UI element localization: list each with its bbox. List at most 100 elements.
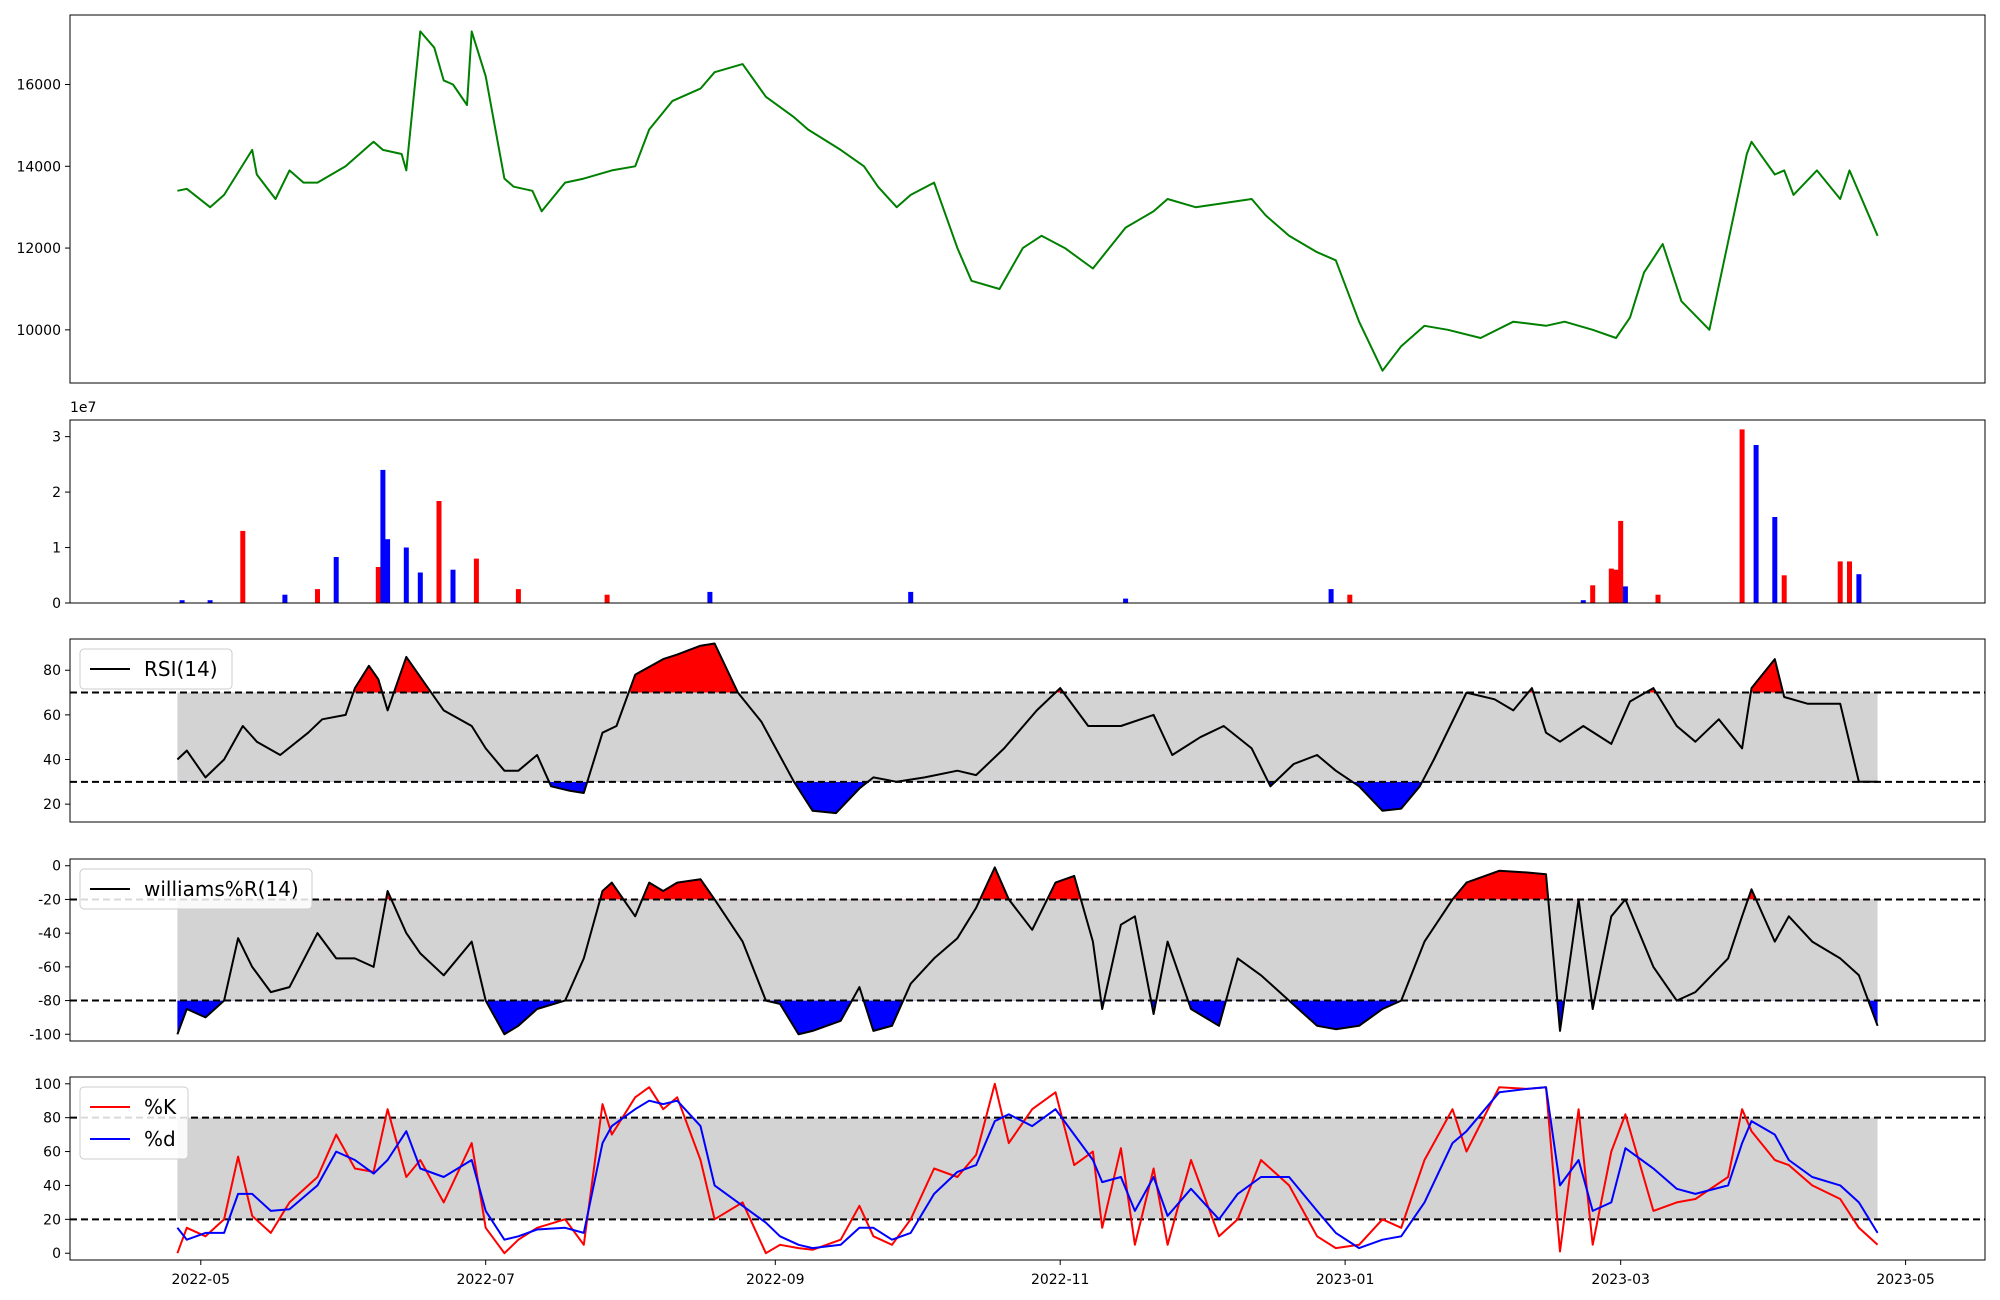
volume-bar — [1847, 561, 1852, 603]
price-frame — [69, 14, 1986, 384]
price-ytick-label: 14000 — [16, 159, 61, 175]
rsi-legend-label: RSI(14) — [144, 657, 218, 681]
volume-bar — [450, 569, 456, 603]
volume-bar — [1837, 561, 1843, 603]
volume-bar — [240, 530, 246, 603]
stochastic-ytick-label: 20 — [43, 1212, 61, 1228]
volume-bar — [1590, 585, 1596, 603]
williams-ytick-label: -40 — [38, 926, 61, 942]
volume-bar — [1123, 598, 1129, 603]
volume-bar — [207, 600, 213, 603]
xtick-label: 2022-09 — [746, 1272, 805, 1288]
price-ytick-label: 12000 — [16, 241, 61, 257]
volume-ytick-label: 3 — [52, 430, 61, 446]
xtick-label: 2022-05 — [172, 1272, 231, 1288]
volume-bar — [380, 469, 386, 603]
volume-bar — [473, 558, 479, 603]
volume-bar — [1608, 568, 1614, 603]
volume-bar — [707, 591, 713, 603]
volume-bar — [1655, 594, 1661, 603]
rsi-neutral-band — [177, 692, 1878, 782]
xtick-label: 2023-03 — [1591, 1272, 1650, 1288]
rsi-ytick-label: 40 — [43, 753, 61, 769]
rsi-ytick-label: 80 — [43, 663, 61, 679]
volume-bar — [908, 591, 914, 603]
volume-bar — [1739, 429, 1745, 603]
rsi-overbought-fill — [353, 643, 1784, 693]
volume-bar — [1856, 574, 1862, 603]
stochastic-frame — [69, 1076, 1986, 1261]
rsi-line — [176, 642, 1878, 815]
volume-offset-label: 1e7 — [70, 400, 96, 416]
volume-ytick-label: 1 — [52, 541, 61, 557]
volume-bar — [179, 600, 185, 603]
stochastic-series-line — [176, 1082, 1879, 1255]
stochastic-ytick-label: 80 — [43, 1111, 61, 1127]
stochastic-plot-area — [70, 1082, 1985, 1255]
volume-bar — [1580, 600, 1586, 603]
volume-ytick-label: 2 — [52, 485, 61, 501]
williams-plot-area — [70, 866, 1985, 1036]
volume-plot-area — [179, 429, 1862, 603]
price-line — [177, 30, 1879, 372]
volume-bar — [1618, 520, 1624, 603]
volume-bar — [1622, 586, 1628, 603]
stochastic-ytick-label: 100 — [34, 1077, 61, 1093]
williams-ytick-label: -100 — [29, 1027, 61, 1043]
rsi-panel: 20 40 60 80 RSI(14) — [43, 638, 1986, 823]
williams-ytick-label: -80 — [38, 994, 61, 1010]
volume-bar — [315, 589, 320, 603]
williams-legend — [79, 868, 313, 910]
rsi-ytick-label: 20 — [43, 797, 61, 813]
rsi-legend — [79, 648, 233, 690]
volume-bar — [604, 594, 610, 603]
williams-line — [176, 866, 1879, 1036]
williams-frame — [69, 858, 1986, 1042]
williams-ytick-label: -60 — [38, 960, 61, 976]
williams-panel: -100 -80 -60 -40 -20 0 williams%R(14) — [29, 858, 1986, 1043]
volume-bar — [515, 589, 521, 603]
price-panel: 10000 12000 14000 16000 — [16, 14, 1986, 384]
volume-bar — [403, 547, 409, 603]
volume-bar — [282, 594, 288, 603]
volume-bar — [1772, 517, 1778, 603]
stochastic-ytick-label: 40 — [43, 1178, 61, 1194]
williams-oversold-fill — [177, 1000, 1878, 1035]
volume-bar — [385, 539, 391, 603]
volume-ytick-label: 0 — [52, 596, 61, 612]
stochastic-ytick-label: 60 — [43, 1145, 61, 1161]
williams-ytick-label: -20 — [38, 892, 61, 908]
xtick-label: 2023-01 — [1316, 1272, 1375, 1288]
stochastic-legend-label: %K — [144, 1095, 177, 1119]
price-ytick-label: 16000 — [16, 78, 61, 94]
volume-bar — [333, 557, 339, 603]
stochastic-panel: 0 20 40 60 80 100 %K %d 2022-05 2022-07 2022-09 202… — [34, 1076, 1986, 1288]
volume-bar — [436, 501, 442, 603]
rsi-frame — [69, 638, 1986, 823]
stochastic-legend-label: %d — [144, 1127, 176, 1151]
williams-neutral-band — [177, 899, 1878, 1001]
stochastic-neutral-band — [177, 1117, 1878, 1220]
volume-bar — [1753, 445, 1759, 603]
volume-bar — [375, 567, 381, 603]
price-plot-area — [177, 30, 1879, 372]
stochastic-legend — [79, 1086, 189, 1160]
volume-bar — [1781, 575, 1787, 603]
rsi-ytick-label: 60 — [43, 708, 61, 724]
volume-frame — [69, 419, 1986, 604]
xtick-label: 2022-11 — [1031, 1272, 1090, 1288]
volume-bar — [1347, 594, 1353, 603]
rsi-plot-area — [70, 642, 1985, 815]
xtick-label: 2022-07 — [456, 1272, 515, 1288]
volume-bar — [1613, 569, 1619, 603]
volume-bar — [417, 572, 423, 603]
williams-legend-label: williams%R(14) — [144, 877, 299, 901]
volume-bar — [1328, 589, 1334, 603]
williams-ytick-label: 0 — [52, 859, 61, 875]
stochastic-ytick-label: 0 — [52, 1246, 61, 1262]
price-ytick-label: 10000 — [16, 323, 61, 339]
stochastic-series-line — [176, 1086, 1879, 1250]
volume-panel: 0 1 2 3 1e7 — [52, 400, 1986, 612]
xtick-label: 2023-05 — [1876, 1272, 1935, 1288]
